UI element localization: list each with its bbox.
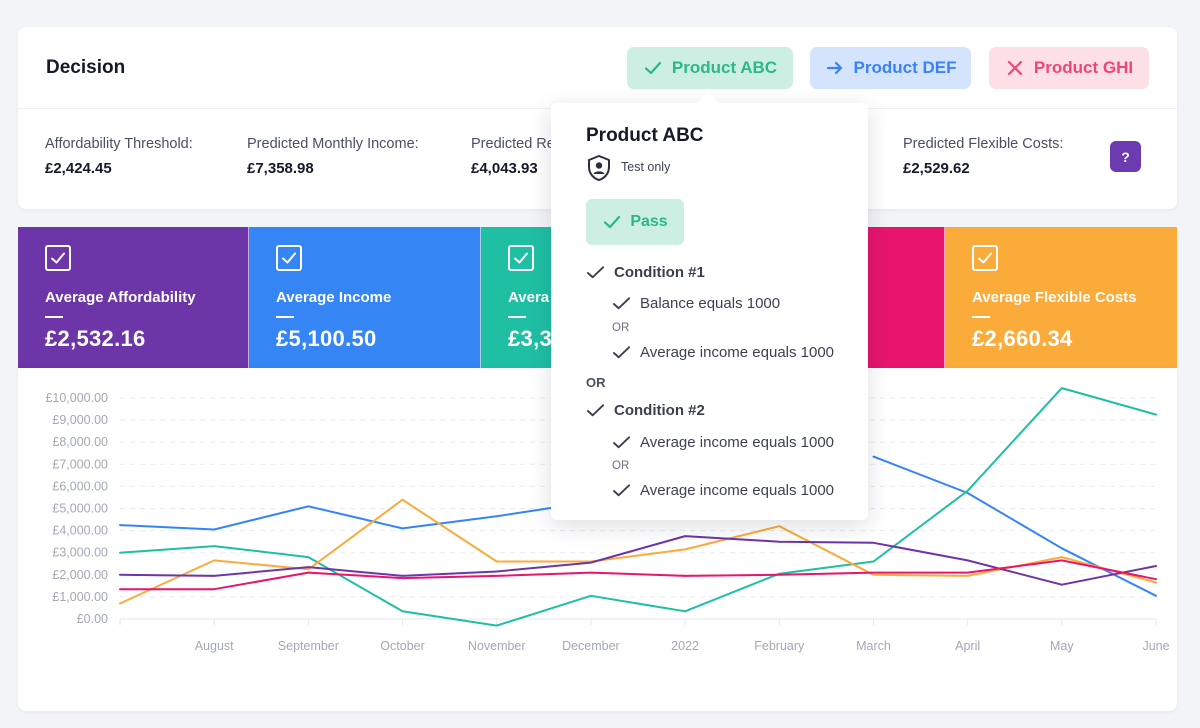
series-line-2 (119, 387, 1157, 627)
tile-value: £3,3 (508, 326, 553, 351)
popover-title: Product ABC (586, 125, 704, 146)
tile-label: Avera (508, 289, 550, 306)
stat-affordability-threshold: Affordability Threshold: £2,424.45 (45, 136, 193, 177)
x-tick-label: October (380, 639, 424, 653)
line-chart: £0.00 £1,000.00 £2,000.00 £3,000.00 £4,000.0… (45, 387, 1170, 653)
product-abc-label: Product ABC (671, 58, 778, 77)
stat-label: Affordability Threshold: (45, 136, 193, 152)
popover-tag: Test only (621, 160, 671, 174)
x-tick-label: August (195, 639, 234, 653)
tile-value: £2,660.34 (972, 326, 1073, 351)
x-tick-label: February (754, 639, 805, 653)
product-def-button[interactable]: Product DEF (810, 47, 971, 89)
stat-predicted-monthly-income: Predicted Monthly Income: £7,358.98 (247, 136, 419, 177)
stat-value: £2,529.62 (903, 160, 970, 177)
y-tick-label: £9,000.00 (52, 413, 108, 427)
tile-average-income: Average Income £5,100.50 (249, 227, 481, 368)
stat-label: Predicted Monthly Income: (247, 136, 419, 152)
condition-2: Condition #2 (586, 401, 705, 420)
tile-value: £5,100.50 (276, 326, 377, 351)
check-icon (612, 436, 631, 449)
stat-value: £7,358.98 (247, 160, 314, 177)
tile-average-affordability: Average Affordability £2,532.16 (18, 227, 249, 368)
series-line-1 (119, 455, 1157, 597)
rule-item: Average income equals 1000 (612, 343, 834, 362)
product-def-label: Product DEF (853, 58, 957, 77)
rule-item: Average income equals 1000 (612, 433, 834, 452)
condition-label: Condition #2 (614, 402, 705, 419)
tile-value: £2,532.16 (45, 326, 146, 351)
rule-item: Average income equals 1000 (612, 481, 834, 500)
or-separator: OR (586, 375, 606, 390)
or-separator: OR (612, 460, 630, 472)
x-tick-label: March (856, 639, 891, 653)
rule-label: Balance equals 1000 (640, 295, 781, 312)
checkbox-icon[interactable] (972, 245, 998, 271)
tile-label: Average Affordability (45, 289, 196, 306)
checkbox-icon[interactable] (508, 245, 534, 271)
divider (972, 316, 990, 318)
y-tick-label: £6,000.00 (52, 479, 108, 493)
series-line-4 (119, 535, 1157, 586)
stat-label: Predicted Re (471, 136, 555, 152)
divider (508, 316, 526, 318)
checkbox-icon[interactable] (276, 245, 302, 271)
tile-label: Average Flexible Costs (972, 289, 1137, 306)
check-icon (612, 297, 631, 310)
check-icon (586, 404, 605, 417)
stat-value: £2,424.45 (45, 160, 112, 177)
check-icon (644, 61, 662, 75)
condition-1: Condition #1 (586, 263, 705, 282)
check-icon (586, 266, 605, 279)
tile-average-flexible-costs: Average Flexible Costs £2,660.34 (945, 227, 1177, 368)
arrow-right-icon (826, 61, 842, 75)
rule-item: Balance equals 1000 (612, 294, 780, 313)
divider (276, 316, 294, 318)
y-tick-label: £0.00 (77, 612, 108, 626)
y-tick-label: £2,000.00 (52, 568, 108, 582)
pass-label: Pass (630, 213, 668, 230)
shield-user-icon (588, 155, 610, 181)
stat-predicted-re: Predicted Re £4,043.93 (471, 136, 555, 177)
x-tick-label: November (468, 639, 526, 653)
stat-value: £4,043.93 (471, 160, 538, 177)
rule-label: Average income equals 1000 (640, 434, 835, 451)
close-icon (1007, 60, 1023, 76)
check-icon (612, 346, 631, 359)
y-tick-label: £8,000.00 (52, 435, 108, 449)
series-line-5 (119, 559, 1157, 591)
help-button[interactable]: ? (1110, 141, 1141, 172)
x-tick-label: June (1142, 639, 1169, 653)
y-tick-label: £1,000.00 (52, 590, 108, 604)
x-tick-label: April (955, 639, 980, 653)
y-tick-label: £7,000.00 (52, 457, 108, 471)
x-tick-label: May (1050, 639, 1074, 653)
x-tick-label: December (562, 639, 620, 653)
y-tick-label: £5,000.00 (52, 502, 108, 516)
tile-label: Average Income (276, 289, 392, 306)
y-tick-label: £4,000.00 (52, 524, 108, 538)
x-tick-label: September (278, 639, 339, 653)
condition-label: Condition #1 (614, 264, 705, 281)
y-tick-label: £10,000.00 (45, 391, 108, 405)
x-tick-label: 2022 (671, 639, 699, 653)
stat-predicted-flexible-costs: Predicted Flexible Costs: £2,529.62 (903, 136, 1063, 177)
check-icon (612, 484, 631, 497)
rule-label: Average income equals 1000 (640, 344, 835, 361)
product-ghi-label: Product GHI (1033, 58, 1134, 77)
decision-header: Decision Product ABC Product DEF Product… (18, 27, 1177, 109)
check-icon (604, 215, 621, 229)
or-separator: OR (612, 322, 630, 334)
stat-label: Predicted Flexible Costs: (903, 136, 1064, 152)
rule-label: Average income equals 1000 (640, 482, 835, 499)
product-abc-button[interactable]: Product ABC (627, 47, 793, 89)
page-title: Decision (46, 57, 126, 78)
divider (45, 316, 63, 318)
y-tick-label: £3,000.00 (52, 546, 108, 560)
product-popover: Product ABC Test only Pass Condition #1 … (551, 91, 868, 520)
product-ghi-button[interactable]: Product GHI (989, 47, 1149, 89)
pass-badge: Pass (586, 199, 684, 245)
checkbox-icon[interactable] (45, 245, 71, 271)
